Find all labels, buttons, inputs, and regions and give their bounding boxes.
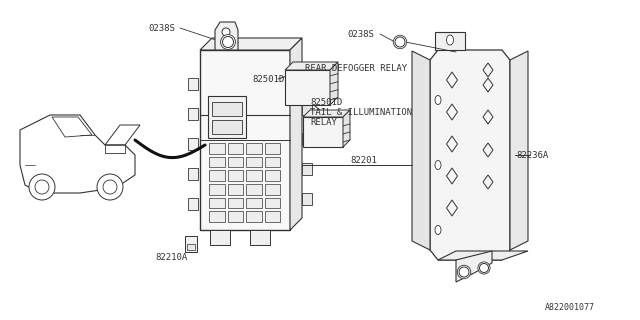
Polygon shape [343,110,350,147]
Circle shape [393,35,407,49]
Bar [188,78,198,90]
Text: 82501D: 82501D [310,98,342,107]
Bar [185,236,197,252]
Bar [285,70,330,105]
Bar [212,120,242,134]
Bar [246,184,262,195]
Bar [302,163,312,175]
Bar [209,211,225,222]
Text: RELAY: RELAY [310,117,337,126]
Bar [227,184,243,195]
Bar [209,170,225,181]
Ellipse shape [447,35,454,45]
Circle shape [395,37,405,47]
Bar [227,211,243,222]
Bar [200,50,290,230]
Circle shape [457,265,471,279]
Text: TAIL & ILLUMINATION: TAIL & ILLUMINATION [310,108,412,116]
Bar [188,138,198,150]
Bar [302,73,312,85]
Polygon shape [290,38,302,230]
Polygon shape [215,22,238,50]
Bar [209,143,225,154]
Circle shape [222,28,230,36]
Ellipse shape [435,95,441,105]
Circle shape [97,174,123,200]
Circle shape [459,267,469,277]
Bar [246,170,262,181]
Text: 0238S: 0238S [347,29,374,38]
Ellipse shape [435,226,441,235]
Bar [188,198,198,210]
Polygon shape [435,32,465,50]
Text: REAR DEFOGGER RELAY: REAR DEFOGGER RELAY [305,63,407,73]
Text: 82201: 82201 [350,156,377,164]
Bar [303,117,343,147]
Ellipse shape [435,161,441,170]
Bar [302,103,312,115]
Bar [227,143,243,154]
Polygon shape [285,62,338,70]
Polygon shape [510,51,528,250]
Bar [246,211,262,222]
Text: 82501D: 82501D [252,75,284,84]
Text: 0238S: 0238S [148,23,175,33]
Bar [187,244,195,250]
Polygon shape [200,38,302,50]
Circle shape [223,36,234,47]
Bar [246,143,262,154]
Bar [264,198,280,208]
Bar [264,170,280,181]
Bar [212,102,242,116]
Circle shape [479,263,488,273]
Bar [302,193,312,205]
Polygon shape [456,251,492,282]
Bar [264,157,280,167]
Circle shape [29,174,55,200]
Bar [227,157,243,167]
Bar [209,198,225,208]
Bar [264,184,280,195]
Text: 82236A: 82236A [516,150,548,159]
Bar [188,108,198,120]
Text: A822001077: A822001077 [545,303,595,313]
Polygon shape [430,50,510,260]
Polygon shape [438,251,528,260]
Bar [264,211,280,222]
Text: 82210A: 82210A [155,252,188,261]
Bar [209,157,225,167]
Bar [302,133,312,145]
Bar [209,184,225,195]
Polygon shape [330,62,338,105]
Polygon shape [303,110,350,117]
Bar [210,230,230,245]
Bar [227,198,243,208]
Bar [250,230,270,245]
Bar [264,143,280,154]
Bar [208,96,246,138]
Circle shape [221,35,236,49]
Polygon shape [412,51,430,250]
Circle shape [478,262,490,274]
Bar [246,157,262,167]
Bar [246,198,262,208]
Bar [188,168,198,180]
Bar [227,170,243,181]
